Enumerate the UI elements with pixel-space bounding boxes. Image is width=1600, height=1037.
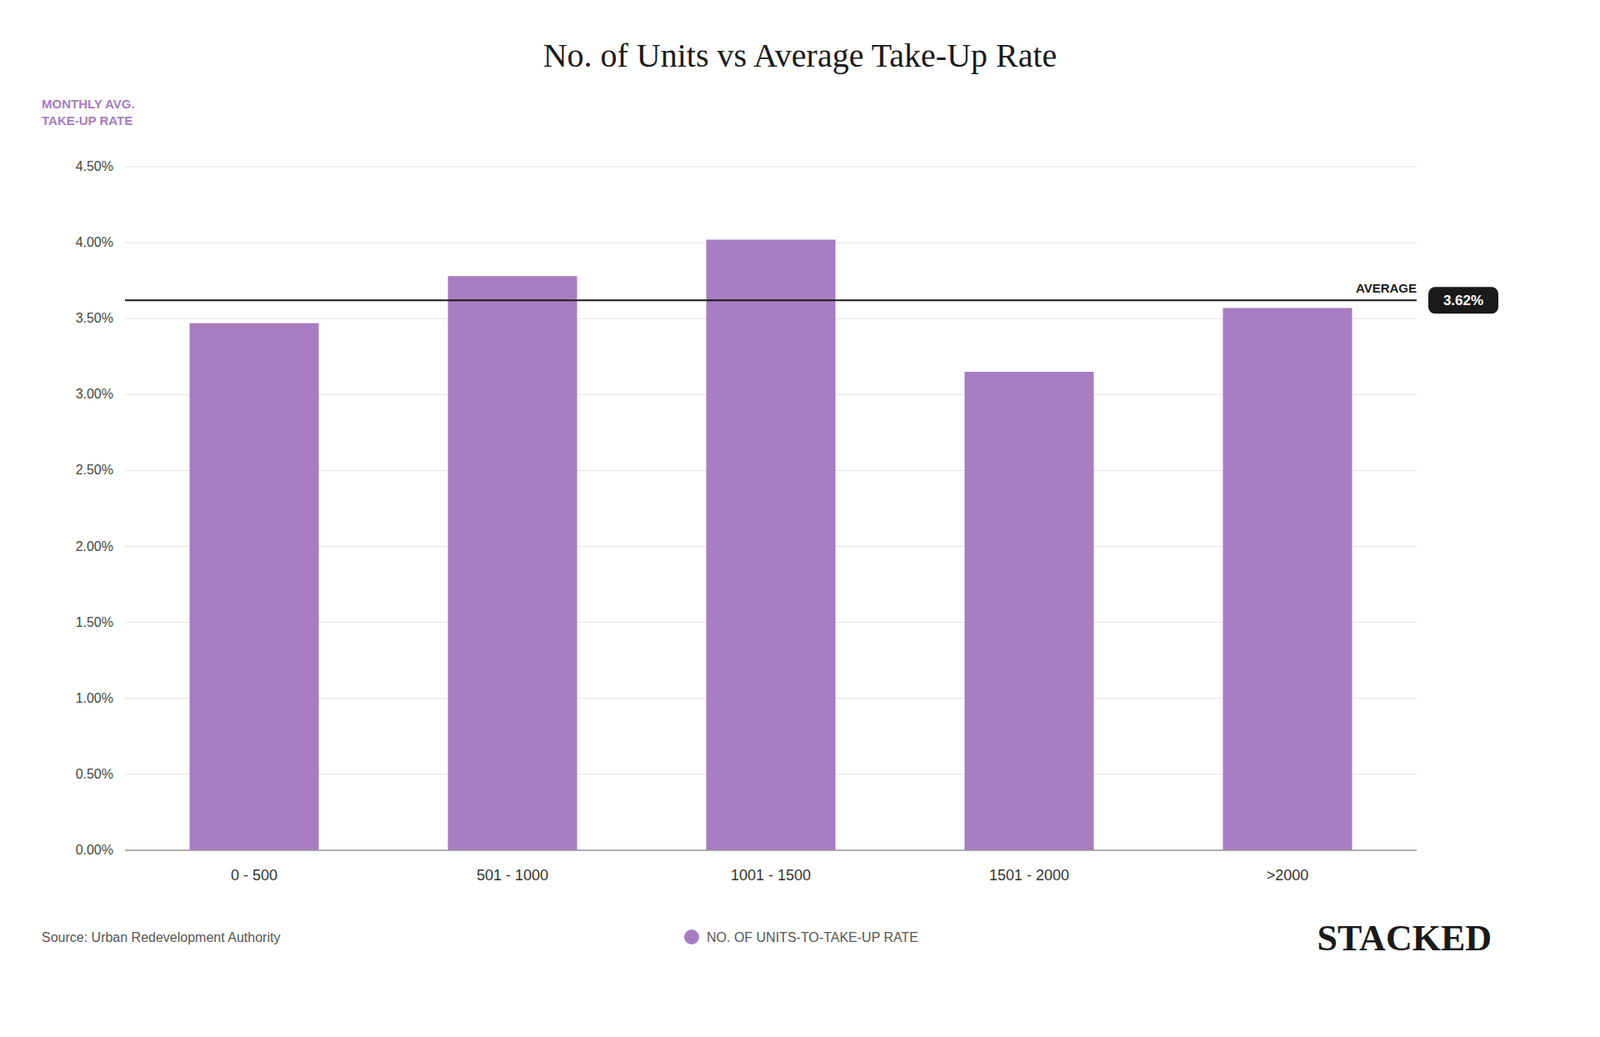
x-tick-label: 0 - 500: [230, 866, 278, 884]
bar: [190, 323, 320, 850]
bar: [1223, 307, 1353, 850]
grid-line: [125, 850, 1417, 851]
y-axis-label: MONTHLY AVG.TAKE-UP RATE: [41, 96, 135, 128]
average-label: AVERAGE: [1355, 280, 1417, 295]
x-tick-label: >2000: [1266, 866, 1310, 884]
average-badge: [1428, 286, 1499, 314]
y-tick-label: 1.50%: [75, 615, 114, 630]
source-text: Source: Urban Redevelopment Authority: [41, 930, 280, 945]
x-tick-label: 1001 - 1500: [730, 866, 811, 884]
y-tick-label: 3.50%: [75, 310, 114, 325]
x-tick-label: 1501 - 2000: [989, 866, 1070, 884]
grid: [125, 166, 1417, 850]
average-line: [125, 299, 1417, 301]
x-tick-label: 501 - 1000: [476, 866, 549, 884]
y-tick-label: 2.00%: [75, 539, 114, 554]
bars: [190, 239, 1353, 850]
y-tick-label: 2.50%: [75, 462, 114, 477]
legend-swatch: [684, 929, 700, 945]
y-tick-label: 1.00%: [75, 690, 114, 705]
bar: [448, 275, 578, 850]
bar: [965, 371, 1095, 850]
y-tick-label: 3.00%: [75, 386, 114, 401]
y-tick-label: 0.50%: [75, 766, 114, 781]
legend: NO. OF UNITS-TO-TAKE-UP RATE: [684, 929, 919, 945]
brand-text: STACKED: [1317, 917, 1492, 959]
y-tick-label: 4.50%: [75, 159, 114, 174]
y-tick-label: 4.00%: [75, 235, 114, 250]
grid-line: [125, 166, 1417, 168]
x-axis-line: [125, 849, 1417, 851]
title: No. of Units vs Average Take-Up Rate: [543, 36, 1058, 75]
chart: No. of Units vs Average Take-Up Rate MONT…: [0, 0, 1600, 1037]
y-tick-label: 0.00%: [75, 842, 114, 857]
legend-label: NO. OF UNITS-TO-TAKE-UP RATE: [706, 930, 919, 945]
average-badge-text: 3.62%: [1443, 292, 1484, 309]
reference-line-group: [125, 300, 1417, 301]
bar: [706, 239, 836, 850]
